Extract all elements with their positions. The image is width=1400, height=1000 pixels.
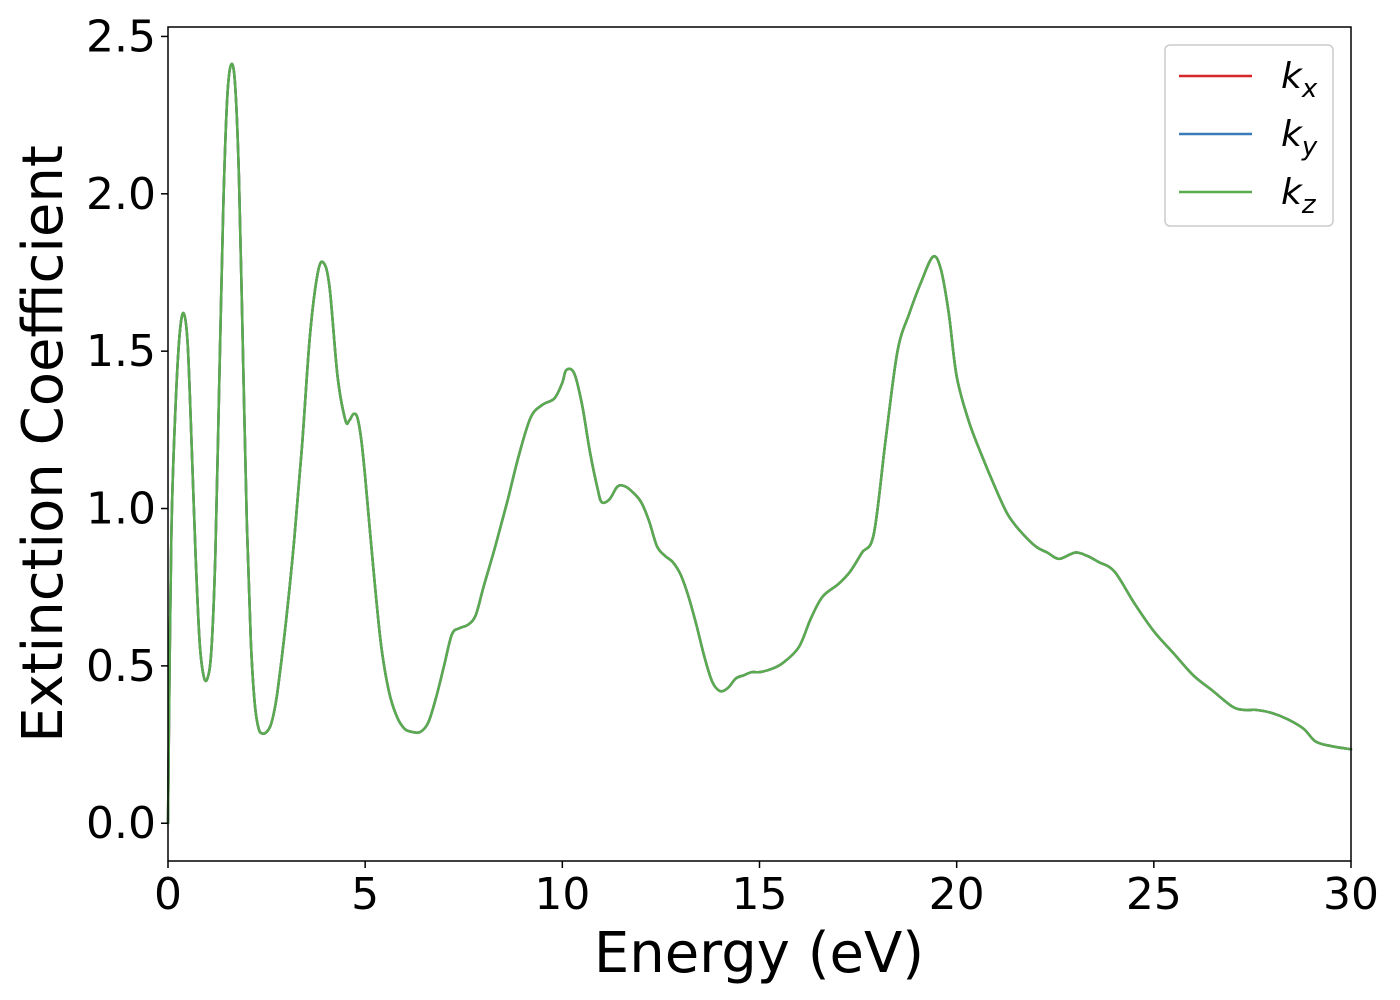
y-tick-label: 1.0 (86, 484, 156, 535)
x-tick-label: 0 (154, 869, 182, 920)
y-tick-label: 2.0 (86, 169, 156, 220)
y-tick-label: 2.5 (86, 11, 156, 62)
x-tick-label: 25 (1126, 869, 1182, 920)
y-axis: 0.0 0.5 1.0 1.5 2.0 2.5 (86, 11, 168, 849)
y-tick-label: 1.5 (86, 326, 156, 377)
y-axis-title: Extinction Coefficient (11, 145, 76, 743)
x-tick-label: 15 (732, 869, 788, 920)
y-tick-label: 0.0 (86, 798, 156, 849)
legend: kx ky kz (1164, 44, 1334, 227)
legend-label-ky: ky (1281, 114, 1318, 162)
x-tick-label: 10 (534, 869, 590, 920)
x-tick-label: 30 (1323, 869, 1379, 920)
series-line-kz (166, 62, 1353, 825)
series-layer (166, 62, 1353, 825)
x-tick-label: 20 (929, 869, 985, 920)
y-tick-label: 0.5 (86, 641, 156, 692)
legend-box (1164, 44, 1334, 227)
legend-label-kz: kz (1281, 172, 1317, 220)
x-axis-title: Energy (eV) (594, 921, 924, 986)
x-axis: 0 5 10 15 20 25 30 (154, 861, 1379, 920)
x-tick-label: 5 (351, 869, 379, 920)
legend-label-kx: kx (1281, 56, 1318, 104)
